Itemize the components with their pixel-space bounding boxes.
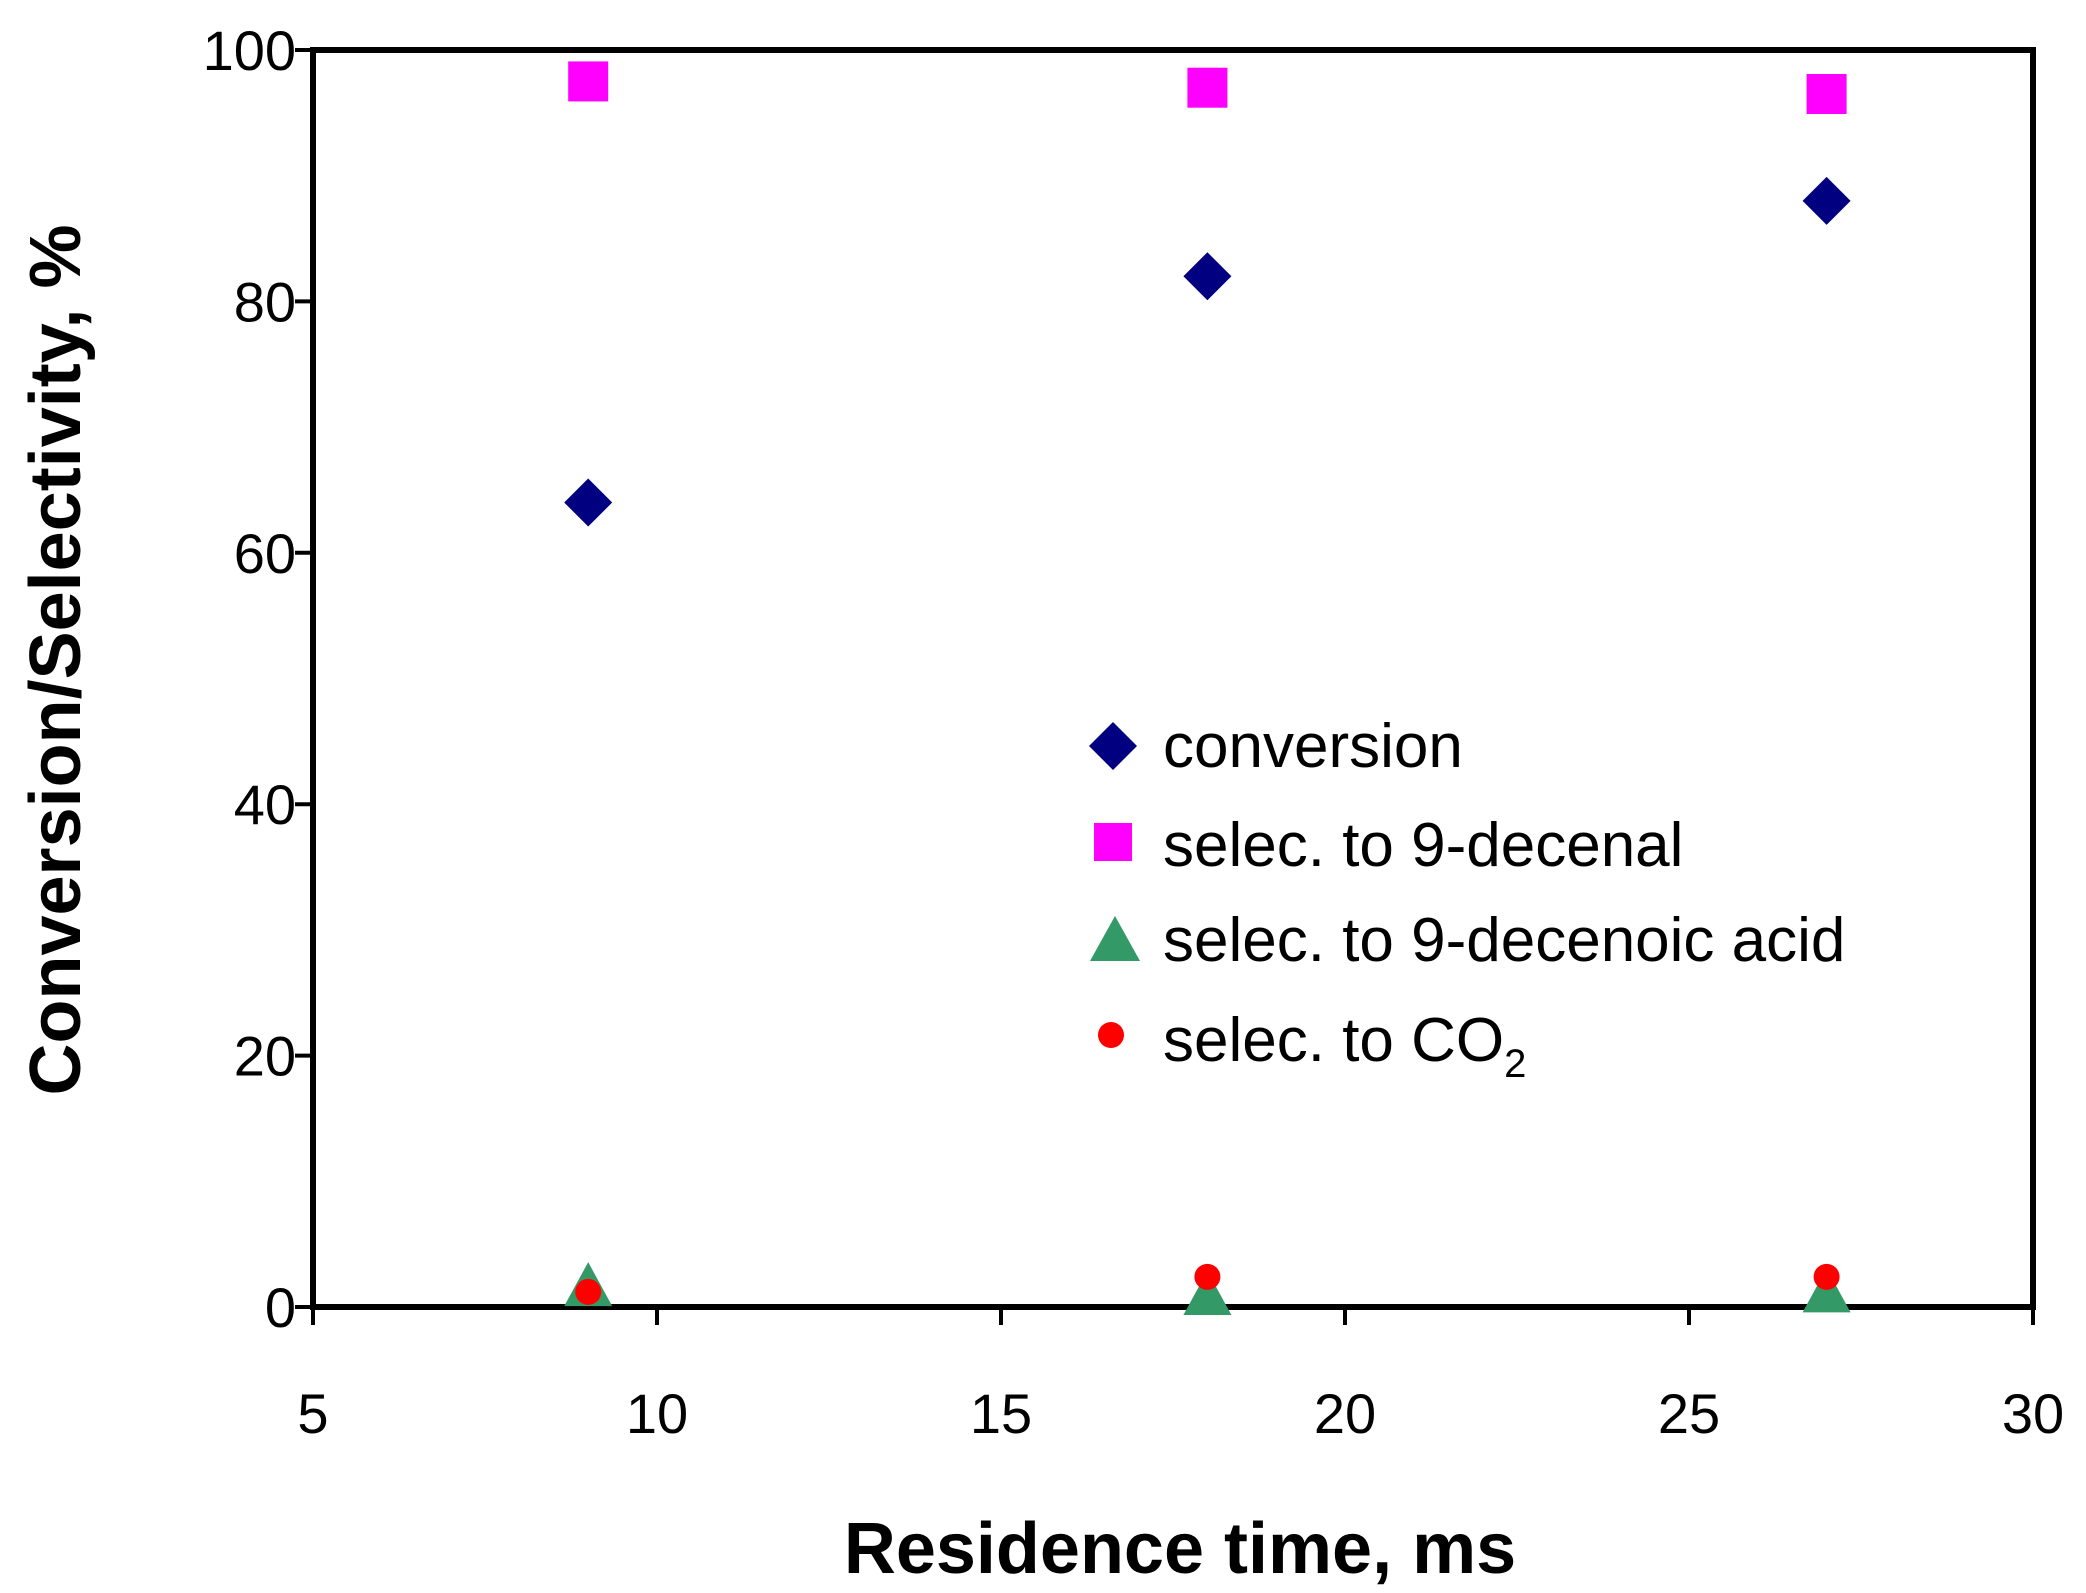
legend-marker-co2-icon xyxy=(1098,1022,1124,1048)
legend-label-co2: selec. to CO2 xyxy=(1163,1006,1526,1086)
legend: conversion selec. to 9-decenal selec. to… xyxy=(1089,712,1845,1086)
point-series2-1 xyxy=(1183,1270,1232,1315)
point-series0-2 xyxy=(1802,176,1851,225)
point-series1-0 xyxy=(568,61,609,102)
x-tick-label-25: 25 xyxy=(1658,1382,1720,1445)
plot-area xyxy=(310,47,2036,1310)
point-series0-0 xyxy=(564,478,613,527)
legend-label-conversion: conversion xyxy=(1163,712,1463,781)
point-series1-2 xyxy=(1806,73,1847,114)
legend-marker-decenal-icon xyxy=(1094,823,1132,861)
y-tick-label-80: 80 xyxy=(234,270,296,333)
x-tick-label-10: 10 xyxy=(626,1382,688,1445)
legend-marker-conversion-icon xyxy=(1089,722,1137,770)
y-axis-title: Conversion/Selectivity, % xyxy=(16,225,96,1096)
x-axis: 5 10 15 20 25 30 xyxy=(297,1307,2064,1445)
point-series3-0 xyxy=(575,1278,602,1305)
point-series3-1 xyxy=(1194,1263,1221,1290)
point-series2-2 xyxy=(1802,1268,1851,1313)
x-axis-title: Residence time, ms xyxy=(844,1509,1516,1589)
legend-label-decenal: selec. to 9-decenal xyxy=(1163,811,1683,880)
point-series1-1 xyxy=(1187,67,1228,108)
legend-label-decenoic-acid: selec. to 9-decenoic acid xyxy=(1163,906,1845,975)
y-axis: 0 20 40 60 80 100 xyxy=(203,19,313,1339)
x-tick-label-30: 30 xyxy=(2002,1382,2064,1445)
x-tick-label-20: 20 xyxy=(1314,1382,1376,1445)
y-tick-label-60: 60 xyxy=(234,522,296,585)
x-tick-label-15: 15 xyxy=(970,1382,1032,1445)
data-points xyxy=(564,61,1851,1315)
y-tick-label-0: 0 xyxy=(265,1276,296,1339)
point-series0-1 xyxy=(1183,252,1232,301)
y-tick-label-40: 40 xyxy=(234,773,296,836)
x-tick-label-5: 5 xyxy=(297,1382,328,1445)
y-tick-label-20: 20 xyxy=(234,1025,296,1088)
point-series3-2 xyxy=(1813,1263,1840,1290)
y-tick-label-100: 100 xyxy=(203,19,296,82)
legend-marker-decenoic-acid-icon xyxy=(1090,916,1140,961)
